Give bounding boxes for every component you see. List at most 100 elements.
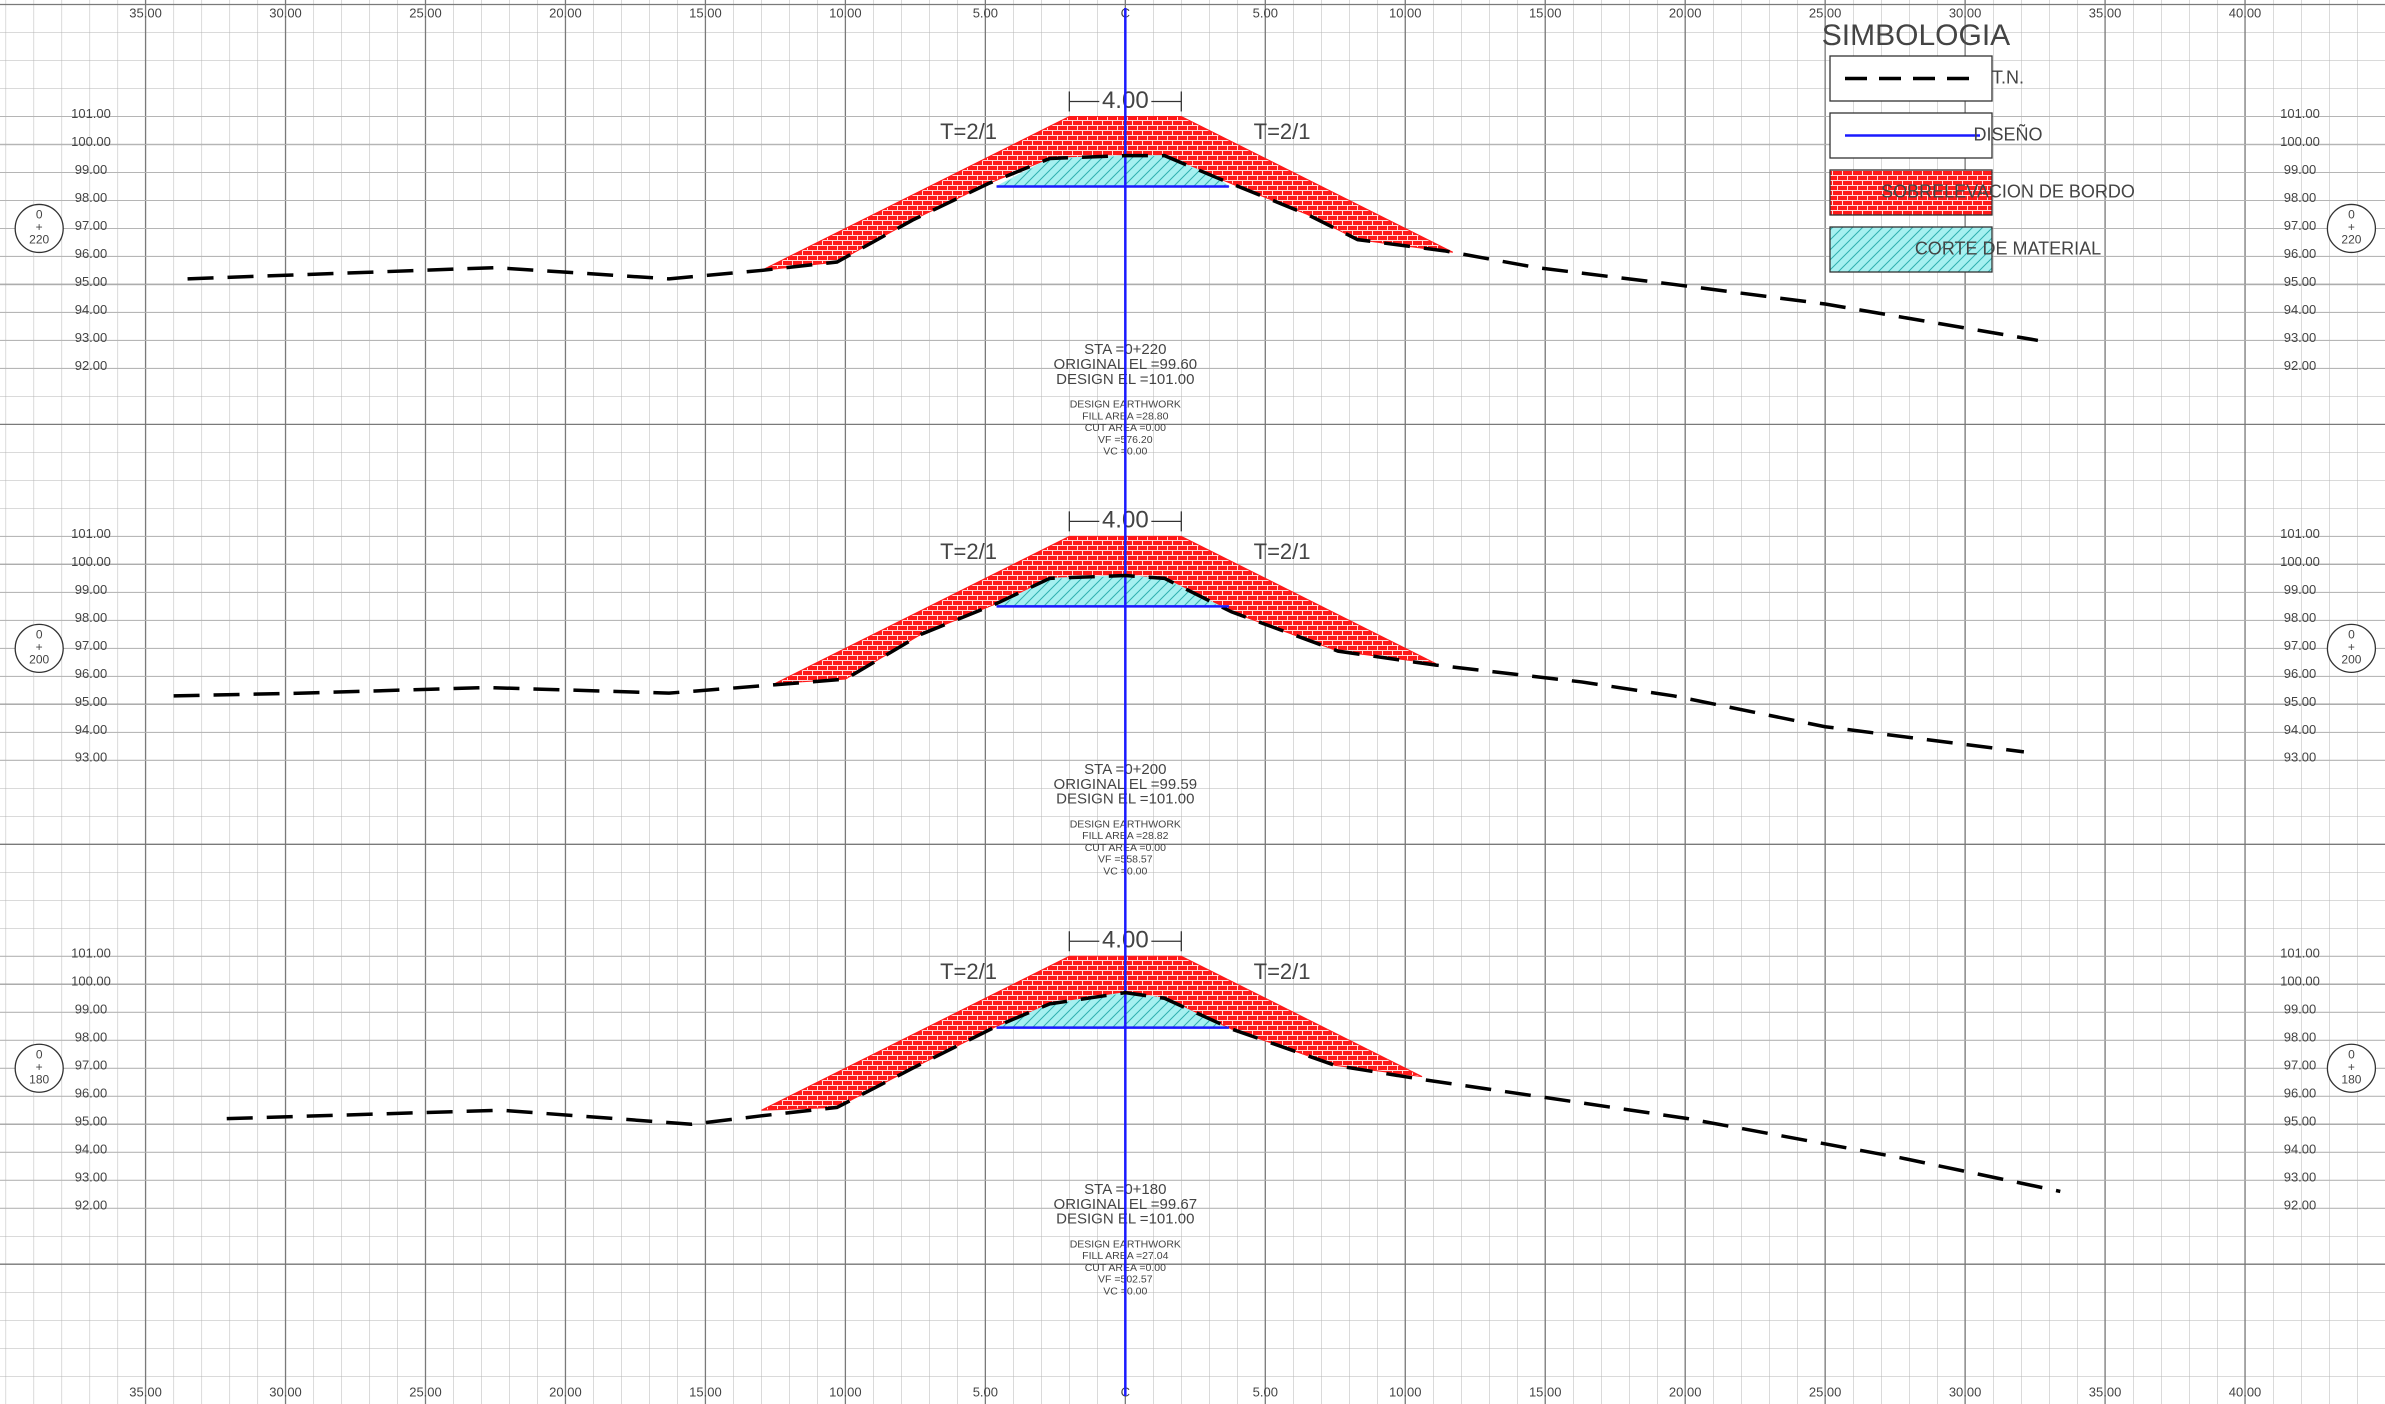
- y-tick-label: 93.00: [2284, 1170, 2317, 1185]
- station-label: 0: [2348, 208, 2355, 222]
- station-label: 200: [2341, 653, 2361, 667]
- x-tick-label: 5.00: [973, 1384, 998, 1399]
- x-tick-label: 40.00: [2229, 5, 2262, 20]
- x-tick-label: 10.00: [829, 5, 862, 20]
- y-tick-label: 100.00: [2280, 554, 2320, 569]
- y-tick-label: 94.00: [2284, 1142, 2317, 1157]
- station-label: +: [36, 220, 43, 234]
- y-tick-label: 95.00: [2284, 1114, 2317, 1129]
- y-tick-label: 100.00: [2280, 974, 2320, 989]
- x-tick-label: 30.00: [269, 1384, 302, 1399]
- y-tick-label: 94.00: [75, 722, 108, 737]
- y-tick-label: 100.00: [71, 134, 111, 149]
- x-tick-label: 30.00: [1949, 5, 1982, 20]
- y-tick-label: 100.00: [71, 554, 111, 569]
- station-label: +: [2348, 1060, 2355, 1074]
- y-tick-label: 97.00: [2284, 1058, 2317, 1073]
- y-tick-label: 96.00: [75, 1086, 108, 1101]
- y-tick-label: 98.00: [75, 610, 108, 625]
- y-tick-label: 99.00: [75, 582, 108, 597]
- slope-label: T=2/1: [940, 959, 997, 984]
- y-tick-label: 100.00: [2280, 134, 2320, 149]
- y-tick-label: 93.00: [2284, 330, 2317, 345]
- y-tick-label: 93.00: [2284, 750, 2317, 765]
- station-label: +: [2348, 640, 2355, 654]
- station-marker: [14, 1043, 64, 1093]
- y-tick-label: 99.00: [2284, 162, 2317, 177]
- x-tick-label: 10.00: [1389, 1384, 1422, 1399]
- x-tick-label: 15.00: [689, 1384, 722, 1399]
- y-tick-label: 95.00: [75, 1114, 108, 1129]
- y-tick-label: 95.00: [75, 274, 108, 289]
- y-tick-label: 101.00: [71, 526, 111, 541]
- x-tick-label: 35.00: [2089, 5, 2122, 20]
- y-tick-label: 99.00: [2284, 582, 2317, 597]
- station-label: 220: [29, 233, 49, 247]
- station-label: +: [36, 640, 43, 654]
- y-tick-label: 92.00: [2284, 1198, 2317, 1213]
- y-tick-label: 92.00: [2284, 358, 2317, 373]
- station-marker: [2326, 203, 2377, 254]
- station-label: 180: [2341, 1072, 2361, 1086]
- y-tick-label: 93.00: [75, 330, 108, 345]
- station-label: 220: [2341, 233, 2361, 247]
- y-tick-label: 98.00: [2284, 610, 2317, 625]
- ground-line: [187, 153, 2039, 343]
- x-tick-label: 15.00: [689, 5, 722, 20]
- legend-title: SIMBOLOGIA: [1822, 19, 2010, 52]
- y-tick-label: 96.00: [2284, 1086, 2317, 1101]
- station-marker: [14, 203, 64, 254]
- y-tick-label: 93.00: [75, 750, 108, 765]
- x-tick-label: 20.00: [549, 5, 582, 20]
- station-marker: [2326, 1043, 2377, 1093]
- slope-label: T=2/1: [1254, 119, 1311, 144]
- station-label: 0: [2348, 628, 2355, 642]
- x-tick-label: 30.00: [1949, 1384, 1982, 1399]
- x-tick-label: 20.00: [1669, 5, 1702, 20]
- station-label: 0: [36, 208, 43, 222]
- y-tick-label: 96.00: [2284, 246, 2317, 261]
- x-tick-label: 25.00: [409, 1384, 442, 1399]
- y-tick-label: 99.00: [2284, 1002, 2317, 1017]
- y-tick-label: 96.00: [2284, 666, 2317, 681]
- y-tick-label: 94.00: [2284, 302, 2317, 317]
- legend-swatch: [1829, 226, 1993, 273]
- x-tick-label: 35.00: [129, 5, 162, 20]
- y-tick-label: 97.00: [75, 638, 108, 653]
- station-label: 0: [2348, 1047, 2355, 1061]
- y-tick-label: 94.00: [2284, 722, 2317, 737]
- y-tick-label: 97.00: [75, 1058, 108, 1073]
- x-tick-label: 35.00: [129, 1384, 162, 1399]
- y-tick-label: 96.00: [75, 246, 108, 261]
- x-tick-label: 40.00: [2229, 1384, 2262, 1399]
- y-tick-label: 101.00: [2280, 526, 2320, 541]
- x-tick-label: 10.00: [1389, 5, 1422, 20]
- y-tick-label: 97.00: [2284, 218, 2317, 233]
- x-tick-label: 10.00: [829, 1384, 862, 1399]
- y-tick-label: 98.00: [75, 190, 108, 205]
- x-tick-label: 15.00: [1529, 5, 1562, 20]
- legend-label: DISEÑO: [1973, 123, 2042, 144]
- y-tick-label: 95.00: [75, 694, 108, 709]
- x-tick-label: 20.00: [549, 1384, 582, 1399]
- slope-label: T=2/1: [1254, 539, 1311, 564]
- slope-label: T=2/1: [1254, 959, 1311, 984]
- y-tick-label: 98.00: [2284, 1030, 2317, 1045]
- ground-line: [173, 573, 2025, 754]
- legend-label: T.N.: [1992, 67, 2024, 87]
- station-label: +: [36, 1060, 43, 1074]
- station-label: 180: [29, 1072, 49, 1086]
- y-tick-label: 99.00: [75, 162, 108, 177]
- station-label: +: [2348, 220, 2355, 234]
- y-tick-label: 95.00: [2284, 694, 2317, 709]
- y-tick-label: 100.00: [71, 974, 111, 989]
- x-tick-label: 25.00: [1809, 5, 1842, 20]
- y-tick-label: 97.00: [75, 218, 108, 233]
- station-label: 0: [36, 628, 43, 642]
- legend-label: CORTE DE MATERIAL: [1915, 238, 2101, 258]
- x-tick-label: 5.00: [973, 5, 998, 20]
- x-tick-label: 30.00: [269, 5, 302, 20]
- y-tick-label: 101.00: [71, 946, 111, 961]
- legend-label: SOBRELEVACION DE BORDO: [1881, 181, 2135, 201]
